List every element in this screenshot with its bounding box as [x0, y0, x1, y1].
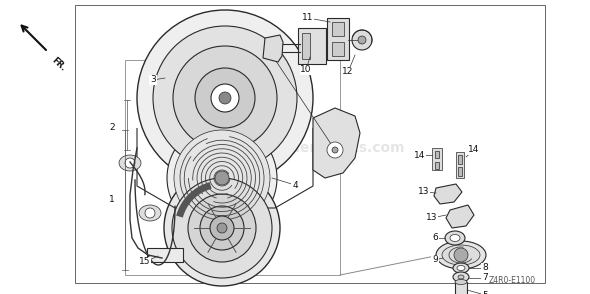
- Circle shape: [454, 248, 468, 262]
- Text: 14: 14: [468, 146, 480, 155]
- Ellipse shape: [450, 235, 460, 241]
- Ellipse shape: [442, 245, 480, 265]
- Text: 11: 11: [302, 14, 314, 23]
- Bar: [435, 162, 439, 169]
- Bar: [298, 28, 326, 64]
- Text: 12: 12: [342, 68, 353, 76]
- Text: 9: 9: [432, 255, 438, 265]
- Polygon shape: [263, 35, 283, 62]
- Text: 6: 6: [432, 233, 438, 243]
- Circle shape: [173, 46, 277, 150]
- Text: FR.: FR.: [50, 56, 67, 73]
- Bar: [458, 167, 462, 176]
- Circle shape: [217, 223, 227, 233]
- Text: 10: 10: [300, 66, 312, 74]
- Circle shape: [210, 216, 234, 240]
- Circle shape: [215, 171, 229, 185]
- Ellipse shape: [458, 275, 464, 279]
- Bar: [432, 148, 442, 170]
- Ellipse shape: [455, 280, 467, 285]
- Bar: [458, 155, 462, 164]
- Text: 5: 5: [482, 290, 488, 294]
- Ellipse shape: [119, 155, 141, 171]
- Ellipse shape: [139, 205, 161, 221]
- Text: 13: 13: [418, 188, 430, 196]
- Ellipse shape: [453, 272, 469, 282]
- Circle shape: [188, 194, 256, 262]
- Polygon shape: [434, 184, 462, 204]
- Circle shape: [167, 123, 277, 233]
- Text: 15: 15: [139, 258, 151, 266]
- Bar: [455, 282, 467, 294]
- Text: 1: 1: [109, 196, 115, 205]
- Polygon shape: [313, 108, 360, 178]
- Bar: [147, 248, 183, 262]
- Polygon shape: [446, 205, 474, 228]
- Circle shape: [145, 208, 155, 218]
- Bar: [332, 42, 344, 56]
- Text: 7: 7: [482, 273, 488, 283]
- Bar: [302, 33, 310, 59]
- Bar: [125, 60, 340, 275]
- Bar: [435, 151, 439, 158]
- Circle shape: [172, 178, 272, 278]
- Circle shape: [352, 30, 372, 50]
- Circle shape: [200, 206, 244, 250]
- Circle shape: [195, 68, 255, 128]
- Bar: [456, 152, 464, 178]
- Bar: [332, 22, 344, 36]
- Ellipse shape: [453, 263, 469, 273]
- Circle shape: [219, 92, 231, 104]
- Text: 4: 4: [292, 181, 298, 190]
- Circle shape: [327, 142, 343, 158]
- Circle shape: [137, 10, 313, 186]
- Bar: [327, 18, 349, 60]
- Ellipse shape: [436, 241, 486, 269]
- Bar: [75, 5, 545, 283]
- Text: 2: 2: [109, 123, 115, 133]
- Circle shape: [125, 158, 135, 168]
- Circle shape: [153, 26, 297, 170]
- Text: eReplacementParts.com: eReplacementParts.com: [215, 141, 405, 155]
- Text: 8: 8: [482, 263, 488, 273]
- Text: 13: 13: [426, 213, 438, 223]
- Circle shape: [211, 84, 239, 112]
- Circle shape: [358, 36, 366, 44]
- Circle shape: [164, 170, 280, 286]
- Circle shape: [332, 147, 338, 153]
- Ellipse shape: [457, 265, 465, 270]
- Ellipse shape: [445, 231, 465, 245]
- Text: 14: 14: [414, 151, 426, 160]
- Text: 3: 3: [150, 76, 156, 84]
- Circle shape: [174, 130, 270, 226]
- Text: Z4R0-E1100: Z4R0-E1100: [489, 276, 536, 285]
